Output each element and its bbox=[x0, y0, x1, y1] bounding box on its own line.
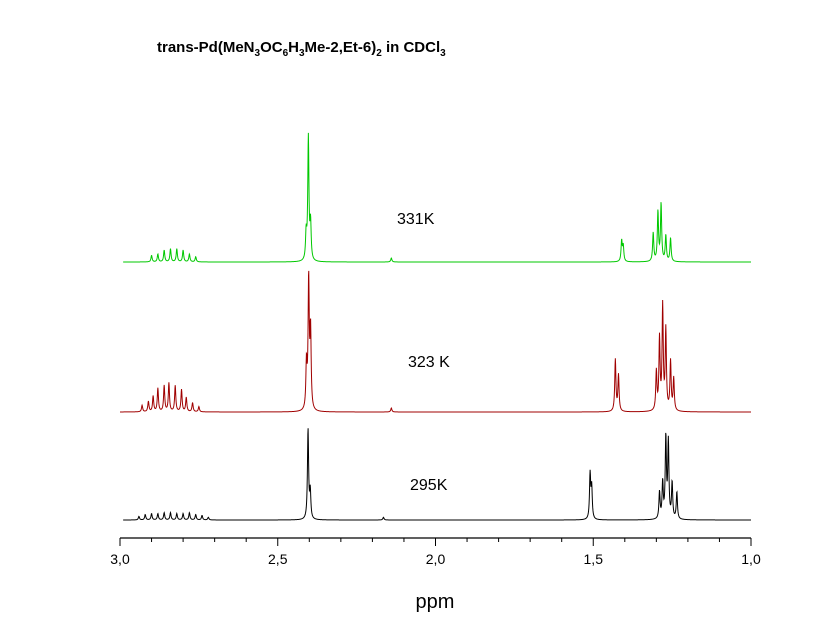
chart-title-part-8: in CDCl bbox=[382, 39, 440, 56]
chart-title-part-5: 3 bbox=[299, 48, 305, 59]
chart-title-part-2: OC bbox=[260, 39, 283, 56]
chart-title: trans-Pd(MeN3OC6H3Me-2,Et-6)2 in CDCl3 bbox=[157, 39, 446, 59]
chart-title-part-1: 3 bbox=[255, 48, 261, 59]
chart-title-part-6: Me-2,Et-6) bbox=[305, 39, 377, 56]
x-axis-ticks: 3,0 2,5 2,0 1,5 1,0 bbox=[110, 538, 761, 567]
x-axis-label: ppm bbox=[416, 591, 455, 613]
x-tick-label: 2,5 bbox=[268, 551, 288, 567]
trace-label-295k: 295K bbox=[410, 477, 448, 494]
x-tick-label: 1,5 bbox=[584, 551, 604, 567]
spectrum-323k bbox=[120, 270, 751, 413]
chart-title-part-3: 6 bbox=[283, 48, 289, 59]
chart-title-part-9: 3 bbox=[440, 48, 446, 59]
x-tick-label: 2,0 bbox=[426, 551, 446, 567]
x-tick-label: 3,0 bbox=[110, 551, 130, 567]
spectrum-331k bbox=[123, 132, 751, 263]
x-tick-label: 1,0 bbox=[741, 551, 761, 567]
trace-labels: 331K 323 K 295K bbox=[397, 211, 450, 494]
chart-title-part-4: H bbox=[288, 39, 299, 56]
chart-title-part-0: trans-Pd(MeN bbox=[157, 39, 255, 56]
chart-title-part-7: 2 bbox=[376, 48, 382, 59]
trace-label-323k: 323 K bbox=[408, 354, 450, 371]
spectrum-traces bbox=[120, 132, 751, 521]
trace-label-331k: 331K bbox=[397, 211, 435, 228]
spectrum-295k bbox=[123, 428, 751, 521]
